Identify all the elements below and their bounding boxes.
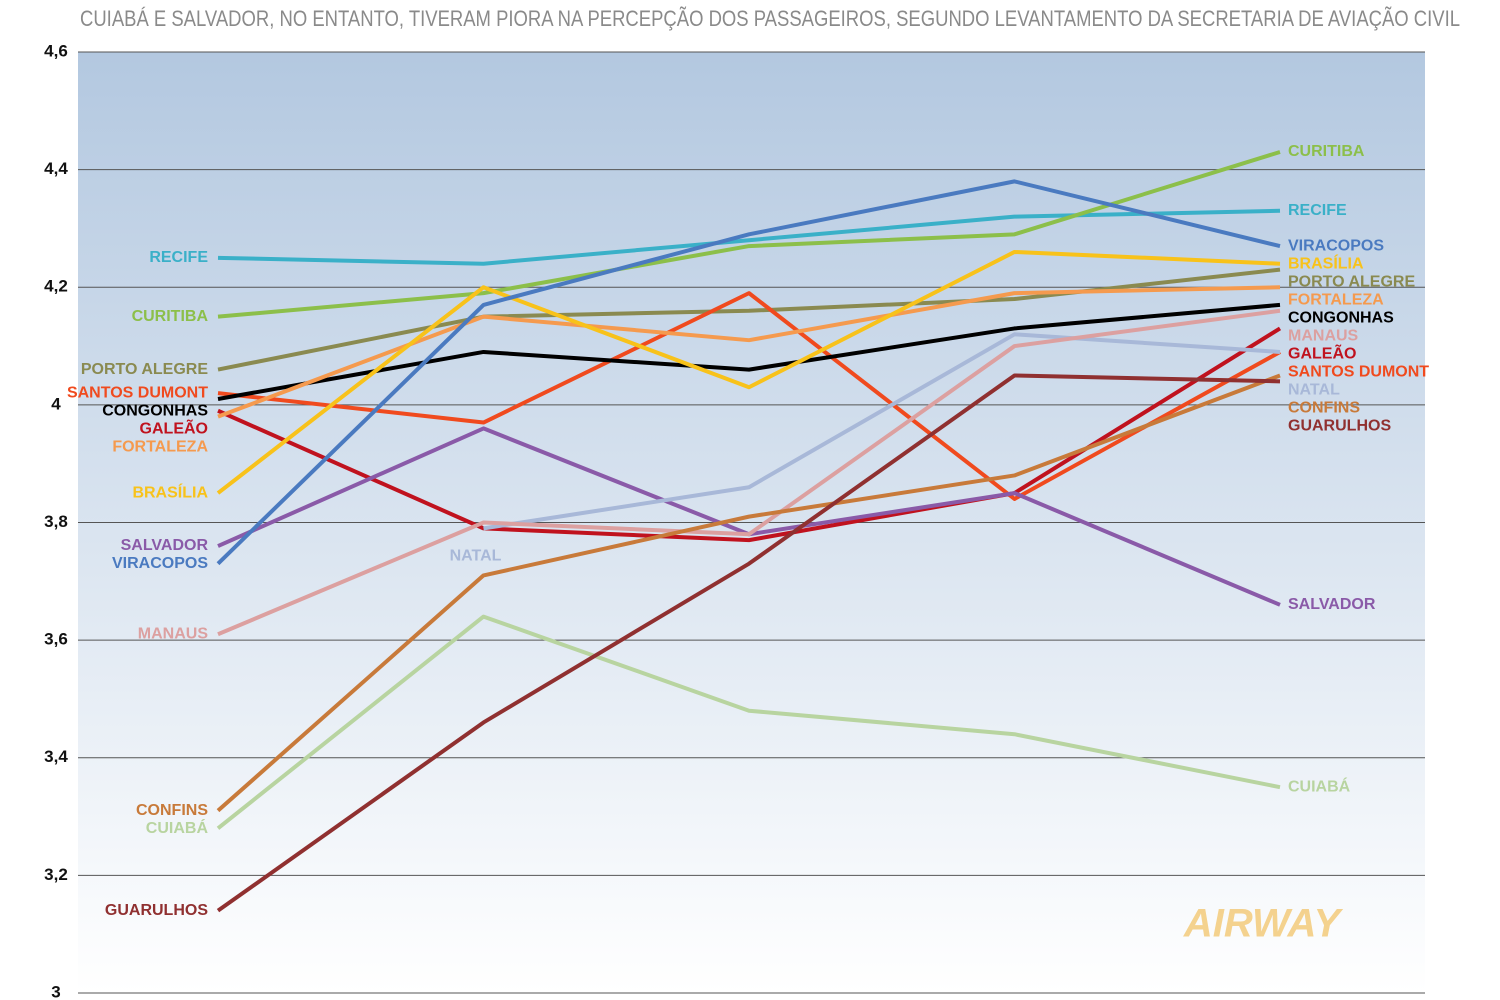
series-label-end: RECIFE: [1288, 202, 1347, 219]
series-label-start: SANTOS DUMONT: [67, 384, 208, 401]
y-tick-label: 4: [51, 394, 61, 413]
series-label-end: CONGONHAS: [1288, 309, 1394, 326]
series-line: [217, 150, 1281, 319]
series-label-start: VIRACOPOS: [112, 555, 208, 572]
series-line: [216, 373, 1281, 813]
series-label-end: GALEÃO: [1288, 342, 1356, 362]
series-label-start: BRASÍLIA: [132, 482, 208, 501]
series-label-start: CONGONHAS: [102, 402, 208, 419]
series-label-start: NATAL: [450, 548, 502, 565]
series-line: [483, 332, 1281, 531]
series-line: [217, 208, 1281, 266]
y-tick-label: 4,2: [44, 277, 68, 296]
y-tick-label: 3: [51, 982, 60, 1000]
series-line: [217, 308, 1281, 637]
series-label-start: CURITIBA: [132, 308, 209, 325]
series-label-end: SANTOS DUMONT: [1288, 363, 1429, 380]
series-label-end: MANAUS: [1288, 327, 1359, 344]
series-label-end: NATAL: [1288, 381, 1340, 398]
series-label-end: PORTO ALEGRE: [1288, 273, 1415, 290]
series-line: [217, 285, 1281, 419]
series-label-start: GALEÃO: [140, 417, 208, 437]
series-label-start: CONFINS: [136, 802, 208, 819]
y-tick-label: 4,6: [44, 41, 68, 60]
series-label-end: CUIABÁ: [1288, 776, 1351, 795]
series-label-start: MANAUS: [138, 625, 209, 642]
series-line: [216, 373, 1281, 913]
series-line: [216, 179, 1281, 566]
series-label-end: FORTALEZA: [1288, 291, 1384, 308]
series-label-end: CONFINS: [1288, 399, 1360, 416]
series-label-end: SALVADOR: [1288, 596, 1376, 613]
y-tick-label: 3,4: [44, 747, 68, 766]
series-label-end: VIRACOPOS: [1288, 237, 1384, 254]
y-tick-label: 3,8: [44, 512, 68, 531]
series-label-start: RECIFE: [149, 249, 208, 266]
series-label-start: GUARULHOS: [105, 902, 208, 919]
series-label-start: SALVADOR: [121, 537, 209, 554]
series-label-end: GUARULHOS: [1288, 417, 1391, 434]
series-line: [216, 614, 1281, 830]
series-line: [216, 249, 1281, 495]
series-label-start: CUIABÁ: [146, 818, 209, 837]
series-line: [217, 326, 1282, 543]
y-tick-label: 4,4: [44, 159, 68, 178]
y-tick-label: 3,2: [44, 865, 68, 884]
series-label-start: PORTO ALEGRE: [81, 361, 208, 378]
series-line: [217, 302, 1281, 401]
series-label-start: FORTALEZA: [112, 438, 208, 455]
series-label-end: BRASÍLIA: [1288, 253, 1364, 272]
series-line: [217, 291, 1281, 501]
chart-title: CUIABÁ E SALVADOR, NO ENTANTO, TIVERAM P…: [80, 6, 1460, 31]
watermark: AIRWAY: [1183, 902, 1344, 946]
y-tick-label: 3,6: [44, 630, 68, 649]
series-label-end: CURITIBA: [1288, 143, 1365, 160]
